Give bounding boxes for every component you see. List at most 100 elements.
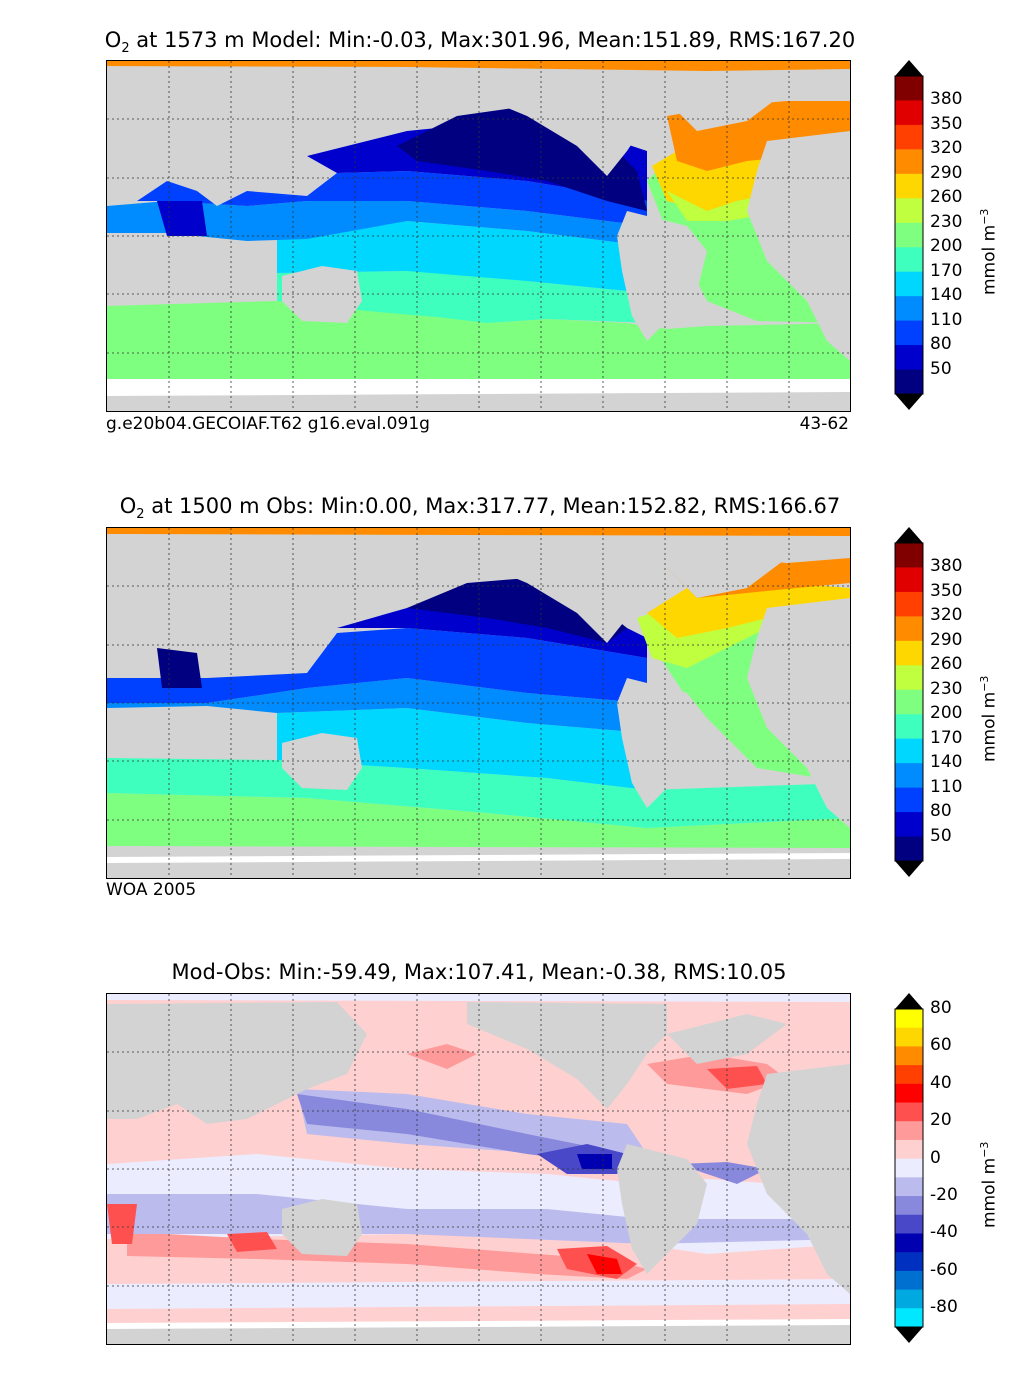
colorbar-segment [895,1177,923,1197]
colorbar-unit-label: mmol m−3 [978,676,1000,762]
colorbar-max-extend [895,527,923,543]
colorbar-segment [895,124,923,150]
colorbar-tick-label: -60 [930,1259,958,1280]
colorbar-tick-label: 80 [930,334,952,355]
colorbar-tick-label: 350 [930,113,963,134]
colorbar-segment [895,1121,923,1141]
colorbar-tick-label: 260 [930,187,963,208]
unit-text: mmol m [979,1157,1000,1228]
colorbar-segment [895,567,923,593]
title-lead: O [119,494,137,518]
colorbar-segment [895,665,923,691]
title-text: at 1500 m Obs: Min:0.00, Max:317.77, Mea… [144,494,841,518]
colorbar-tick-label: 170 [930,727,963,748]
colorbar-segment [895,320,923,346]
colorbar-segment [895,1046,923,1066]
panel-title: O2 at 1500 m Obs: Min:0.00, Max:317.77, … [0,494,960,522]
colorbar-max-extend [895,60,923,76]
title-text: Mod-Obs: Min:-59.49, Max:107.41, Mean:-0… [171,960,787,984]
colorbar-tick-label: 110 [930,776,963,797]
colorbar-tick-label: 140 [930,752,963,773]
colorbar-segment [895,149,923,175]
colorbar-segment [895,198,923,224]
colorbar-segment [895,222,923,248]
colorbar-segment [895,76,923,101]
unit-text: mmol m [979,691,1000,762]
colorbar-segment [895,787,923,813]
colorbar-segment [895,1065,923,1085]
colorbar-tick-label: 80 [930,998,952,1018]
colorbar-segment [895,1252,923,1272]
colorbar-tick-label: 260 [930,654,963,675]
colorbar-segment [895,591,923,617]
colorbar-segment [895,369,923,395]
model-source-caption: g.e20b04.GECOIAF.T62 g16.eval.091g [106,414,430,434]
colorbar-tick-label: 320 [930,605,963,626]
colorbar-tick-label: 40 [930,1072,952,1093]
colorbar-segment [895,1308,923,1328]
colorbar-tick-label: 230 [930,211,963,232]
colorbar-tick-label: 230 [930,678,963,699]
panel-title: Mod-Obs: Min:-59.49, Max:107.41, Mean:-0… [0,960,958,984]
model-map-svg [107,61,850,411]
colorbar-segment [895,812,923,838]
colorbar-tick-label: 290 [930,162,963,183]
model-colorbar [894,60,924,410]
title-subscript: 2 [121,41,130,57]
colorbar-tick-label: -20 [930,1185,958,1206]
diff-map [106,993,851,1345]
colorbar-tick-label: -40 [930,1222,958,1243]
colorbar-tick-label: 0 [930,1147,941,1168]
colorbar-tick-label: 50 [930,825,952,846]
colorbar-svg [894,60,924,410]
colorbar-segment [895,1083,923,1104]
colorbar-segment [895,616,923,642]
unit-exponent: −3 [978,208,991,225]
colorbar-tick-label: 380 [930,89,963,110]
obs-map-svg [107,528,850,878]
diff-map-svg [107,994,850,1344]
panel-title: O2 at 1573 m Model: Min:-0.03, Max:301.9… [0,28,960,56]
colorbar-segment [895,543,923,568]
colorbar-frame [894,542,924,862]
model-map [106,60,851,412]
diff-colorbar [894,993,924,1343]
unit-exponent: −3 [978,1141,991,1158]
colorbar-unit-label: mmol m−3 [978,1142,1000,1228]
obs-colorbar [894,527,924,877]
unit-text: mmol m [979,224,1000,295]
colorbar-tick-label: 170 [930,260,963,281]
colorbar-segment [895,763,923,789]
colorbar-segment [895,1027,923,1047]
colorbar-min-extend [895,861,923,877]
colorbar-segment [895,836,923,862]
colorbar-segment [895,1270,923,1291]
colorbar-segment [895,271,923,297]
obs-map [106,527,851,879]
colorbar-segment [895,296,923,322]
colorbar-segment [895,1009,923,1029]
colorbar-segment [895,640,923,666]
colorbar-segment [895,738,923,764]
colorbar-tick-label: -80 [930,1297,958,1318]
colorbar-min-extend [895,1327,923,1343]
colorbar-unit-label: mmol m−3 [978,209,1000,295]
colorbar-tick-label: 140 [930,285,963,306]
colorbar-frame [894,1008,924,1328]
colorbar-tick-label: 50 [930,358,952,379]
colorbar-segment [895,100,923,126]
colorbar-tick-label: 200 [930,703,963,724]
model-years-caption: 43-62 [799,414,849,434]
colorbar-max-extend [895,993,923,1009]
colorbar-min-extend [895,394,923,410]
colorbar-tick-label: 350 [930,580,963,601]
colorbar-tick-label: 80 [930,801,952,822]
colorbar-segment [895,345,923,371]
colorbar-segment [895,1233,923,1253]
colorbar-svg [894,527,924,877]
colorbar-segment [895,247,923,273]
colorbar-segment [895,689,923,715]
colorbar-segment [895,1214,923,1234]
colorbar-segment [895,714,923,740]
colorbar-tick-label: 200 [930,236,963,257]
